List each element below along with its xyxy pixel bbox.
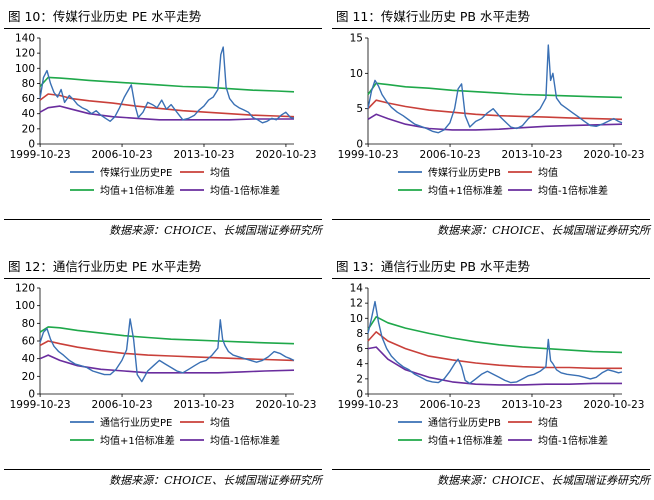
legend-label: 均值+1倍标准差 — [428, 184, 503, 197]
series-line-minus1 — [367, 346, 622, 386]
series-line-minus1 — [367, 113, 623, 131]
legend-label: 传媒行业历史PE — [100, 166, 172, 179]
chart-plot: 0 20 40 60 80 100 120 140 1999-10-23 2006-10-23 20… — [10, 33, 317, 198]
legend-label: 均值+1倍标准差 — [428, 434, 503, 447]
y-tick-label: 5 — [356, 103, 363, 115]
x-tick-label: 2020-10-23 — [255, 399, 316, 411]
legend-label: 均值+1倍标准差 — [100, 434, 175, 447]
title-divider — [332, 278, 650, 279]
series-line-history — [39, 46, 295, 124]
y-tick-label: 10 — [350, 313, 363, 325]
y-tick-label: 20 — [22, 371, 35, 383]
series-line-minus1 — [39, 354, 295, 374]
legend-label: 通信行业历史PE — [100, 416, 172, 429]
source-divider — [332, 469, 650, 470]
chart-panel-10: 图 10：传媒行业历史 PE 水平走势 0 20 40 60 80 100 120 140 19… — [4, 6, 322, 246]
y-tick-label: 80 — [22, 318, 35, 330]
y-tick-label: 14 — [350, 283, 364, 295]
y-tick-label: 120 — [15, 48, 35, 60]
chart-panel-13: 图 13：通信行业历史 PB 水平走势 0 2 4 6 8 10 12 14 1999-10-2… — [332, 256, 650, 496]
x-tick-label: 2013-10-23 — [501, 399, 562, 411]
x-tick-label: 2006-10-23 — [420, 399, 481, 411]
x-tick-label: 2013-10-23 — [173, 399, 234, 411]
series-line-plus1 — [39, 326, 295, 345]
series-line-plus1 — [367, 315, 623, 354]
y-tick-label: 15 — [350, 33, 363, 45]
chart-panel-11: 图 11：传媒行业历史 PB 水平走势 0 5 10 15 1999-10-23 2006… — [332, 6, 650, 246]
x-tick-label: 1999-10-23 — [10, 399, 71, 411]
legend-label: 均值-1倍标准差 — [210, 434, 280, 447]
chart-title: 图 12：通信行业历史 PE 水平走势 — [8, 259, 202, 274]
source-note: 数据来源：CHOICE、长城国瑞证券研究所 — [437, 224, 650, 237]
series-line-history — [367, 300, 623, 385]
y-tick-label: 8 — [356, 328, 363, 340]
x-tick-label: 1999-10-23 — [338, 399, 399, 411]
y-tick-label: 4 — [356, 358, 363, 370]
chart-plot: 0 2 4 6 8 10 12 14 1999-10-23 2006-10-23 2013-10-2… — [338, 283, 645, 448]
legend-label: 均值-1倍标准差 — [538, 184, 608, 197]
y-tick-label: 20 — [22, 123, 35, 135]
x-tick-label: 2020-10-23 — [583, 149, 644, 161]
legend-label: 通信行业历史PB — [428, 416, 501, 429]
legend-label: 传媒行业历史PB — [428, 166, 501, 179]
y-tick-label: 40 — [22, 353, 35, 365]
title-divider — [4, 278, 322, 279]
chart-title: 图 11：传媒行业历史 PB 水平走势 — [336, 9, 530, 24]
y-tick-label: 60 — [22, 93, 35, 105]
source-divider — [4, 469, 322, 470]
y-tick-label: 120 — [15, 283, 35, 295]
series-line-mean — [39, 340, 295, 362]
y-tick-label: 2 — [356, 373, 363, 385]
x-tick-label: 2006-10-23 — [92, 149, 153, 161]
chart-title: 图 10：传媒行业历史 PE 水平走势 — [8, 9, 202, 24]
source-divider — [4, 219, 322, 220]
source-divider — [332, 219, 650, 220]
series-line-plus1 — [39, 76, 295, 93]
x-tick-label: 2013-10-23 — [501, 149, 562, 161]
x-tick-label: 2006-10-23 — [92, 399, 153, 411]
legend-label: 均值 — [210, 166, 230, 179]
x-tick-label: 2020-10-23 — [255, 149, 316, 161]
x-tick-label: 2006-10-23 — [420, 149, 481, 161]
source-note: 数据来源：CHOICE、长城国瑞证券研究所 — [437, 474, 650, 487]
chart-plot: 0 20 40 60 80 100 120 1999-10-23 2006-10-23 2013-… — [10, 283, 317, 448]
legend-label: 均值-1倍标准差 — [538, 434, 608, 447]
legend-label: 均值 — [538, 166, 558, 179]
y-tick-label: 40 — [22, 108, 35, 120]
source-note: 数据来源：CHOICE、长城国瑞证券研究所 — [109, 224, 322, 237]
y-tick-label: 100 — [15, 63, 35, 75]
y-tick-label: 140 — [15, 33, 35, 45]
series-line-plus1 — [367, 82, 623, 99]
title-divider — [332, 28, 650, 29]
y-tick-label: 60 — [22, 336, 35, 348]
x-tick-label: 1999-10-23 — [338, 149, 399, 161]
legend-label: 均值-1倍标准差 — [210, 184, 280, 197]
y-tick-label: 10 — [350, 68, 363, 80]
source-note: 数据来源：CHOICE、长城国瑞证券研究所 — [109, 474, 322, 487]
y-tick-label: 6 — [356, 343, 363, 355]
chart-title: 图 13：通信行业历史 PB 水平走势 — [336, 259, 530, 274]
y-tick-label: 12 — [350, 298, 363, 310]
legend-label: 均值+1倍标准差 — [100, 184, 175, 197]
series-line-mean — [367, 331, 622, 370]
y-tick-label: 0 — [28, 389, 35, 401]
y-tick-label: 0 — [28, 139, 35, 151]
x-tick-label: 2020-10-23 — [583, 399, 644, 411]
legend-label: 均值 — [538, 416, 558, 429]
chart-plot: 0 5 10 15 1999-10-23 2006-10-23 2013-10-23 2020… — [338, 33, 645, 198]
chart-panel-12: 图 12：通信行业历史 PE 水平走势 0 20 40 60 80 100 120 1999-… — [4, 256, 322, 496]
y-tick-label: 0 — [356, 139, 363, 151]
series-line-mean — [39, 93, 295, 118]
y-tick-label: 80 — [22, 78, 35, 90]
series-line-minus1 — [39, 105, 294, 121]
series-line-history — [39, 318, 295, 383]
series-line-history — [367, 44, 623, 134]
y-tick-label: 100 — [15, 300, 35, 312]
legend-label: 均值 — [210, 416, 230, 429]
y-tick-label: 0 — [356, 389, 363, 401]
x-tick-label: 1999-10-23 — [10, 149, 71, 161]
x-tick-label: 2013-10-23 — [173, 149, 234, 161]
title-divider — [4, 28, 322, 29]
